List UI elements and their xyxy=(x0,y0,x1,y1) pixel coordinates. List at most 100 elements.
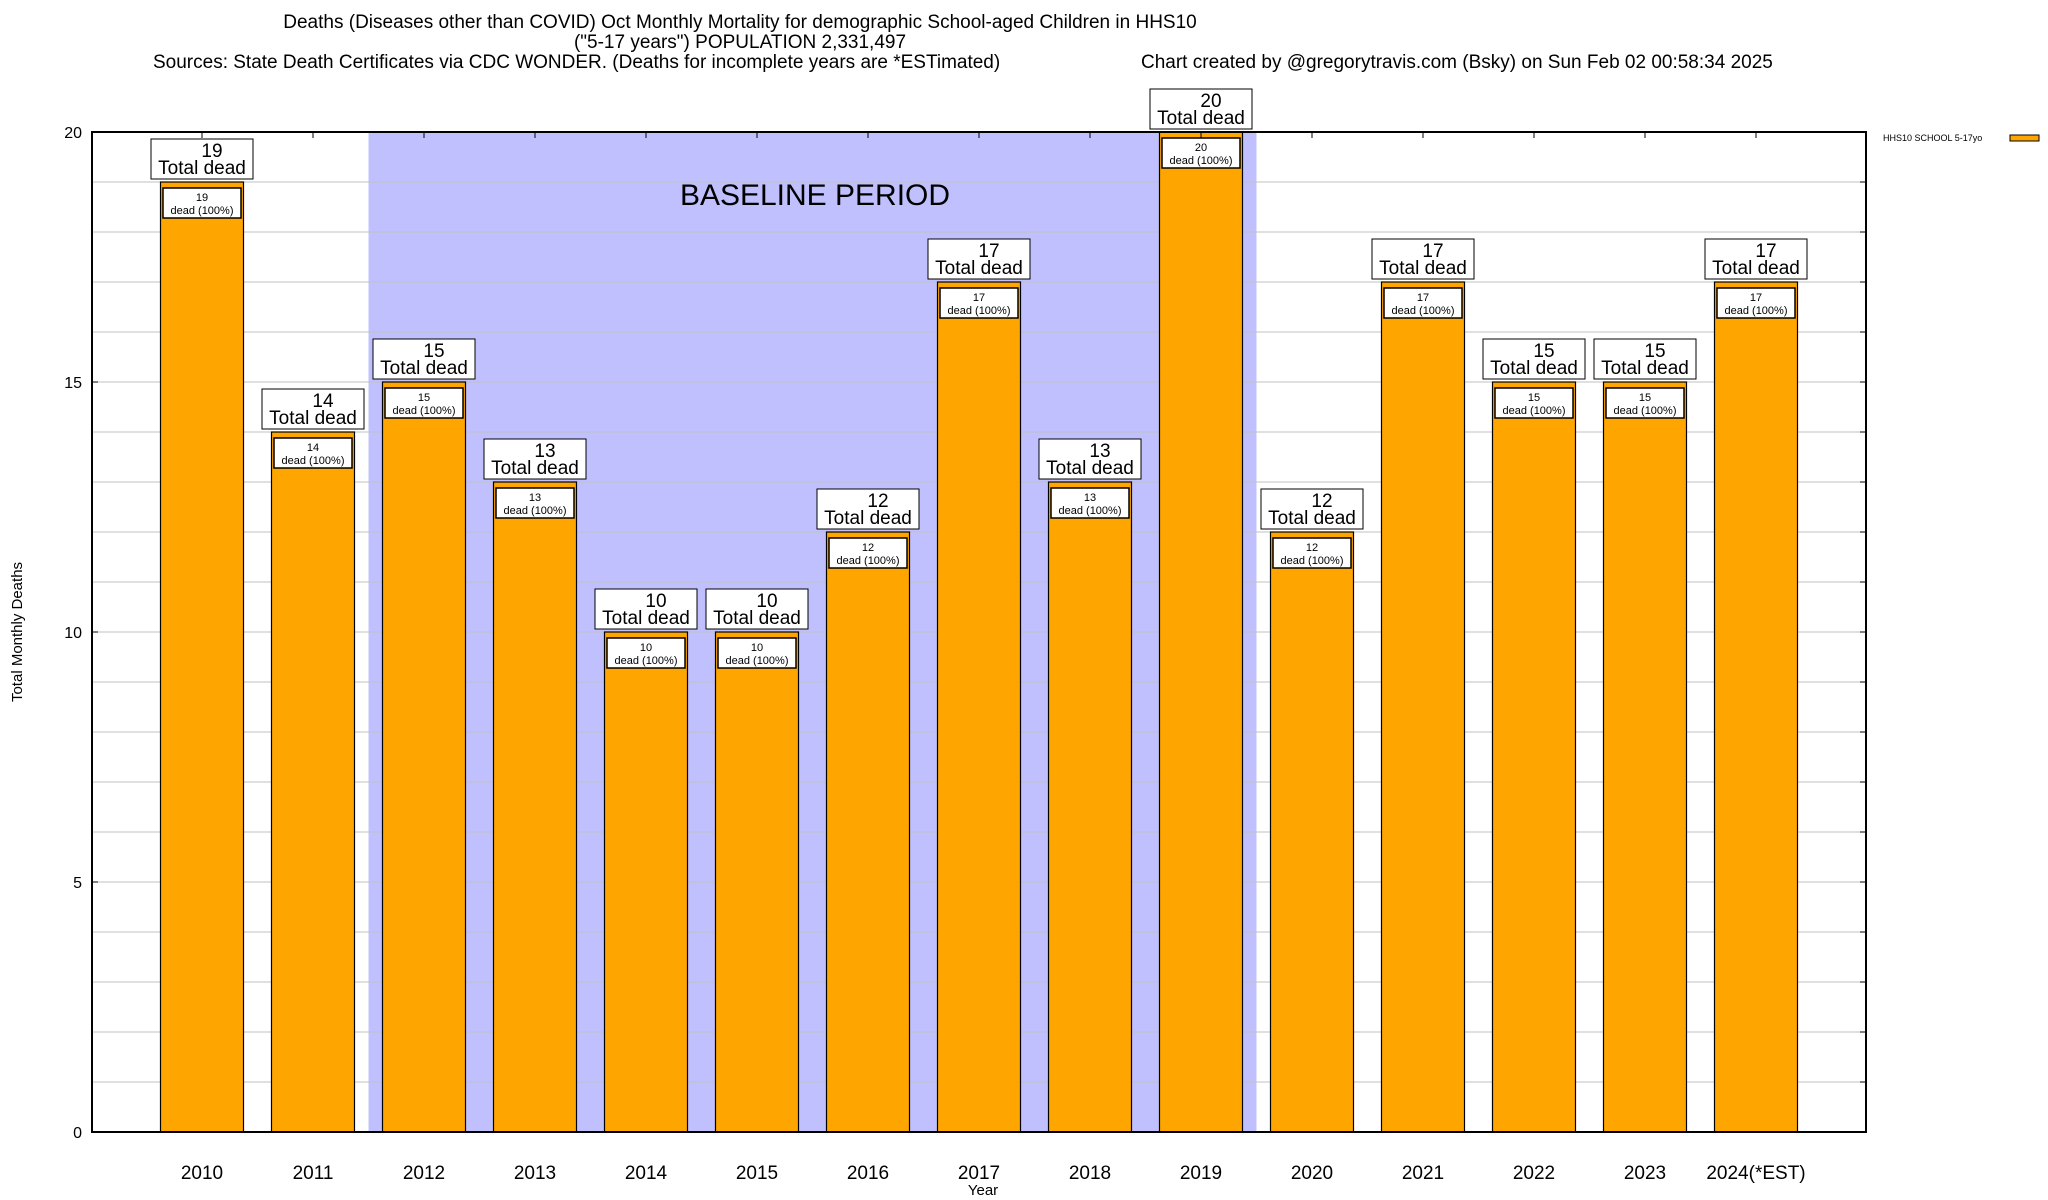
inner-label-value: 17 xyxy=(1750,292,1762,304)
inner-label-text: dead (100%) xyxy=(948,305,1011,317)
total-label-value: 15 xyxy=(1533,341,1554,362)
bar xyxy=(492,481,578,1133)
inner-label-text: dead (100%) xyxy=(726,655,789,667)
total-label-box xyxy=(594,588,698,630)
total-label-box xyxy=(1482,338,1586,380)
bar xyxy=(1047,481,1133,1133)
total-label-text: Total dead xyxy=(935,258,1023,279)
total-label-box xyxy=(1149,88,1253,130)
total-label-box xyxy=(1260,488,1364,530)
inner-label-value: 10 xyxy=(751,642,763,654)
total-label-box xyxy=(261,388,365,430)
total-label-box xyxy=(1038,438,1142,480)
total-label-text: Total dead xyxy=(1490,358,1578,379)
inner-label-text: dead (100%) xyxy=(393,405,456,417)
total-label-box xyxy=(1593,338,1697,380)
baseline-period-label: BASELINE PERIOD xyxy=(680,179,950,212)
inner-label-value: 13 xyxy=(1084,492,1096,504)
inner-label-text: dead (100%) xyxy=(171,205,234,217)
total-label-value: 14 xyxy=(312,391,334,412)
chart-subtitle: ("5-17 years") POPULATION 2,331,497 xyxy=(573,32,907,53)
inner-label-text: dead (100%) xyxy=(615,655,678,667)
inner-label-text: dead (100%) xyxy=(1170,155,1233,167)
total-label-value: 17 xyxy=(1422,241,1443,262)
bar xyxy=(936,281,1022,1133)
inner-label-box xyxy=(939,287,1019,319)
total-label-box xyxy=(1704,238,1808,280)
bar xyxy=(825,531,911,1133)
bar xyxy=(270,431,356,1133)
bar xyxy=(1602,381,1688,1133)
x-tick-label: 2017 xyxy=(958,1163,1000,1184)
legend: HHS10 SCHOOL 5-17yo xyxy=(1883,133,2040,143)
inner-label-box xyxy=(1605,387,1685,419)
total-label-value: 13 xyxy=(534,441,555,462)
bar xyxy=(1380,281,1466,1133)
total-label-box xyxy=(927,238,1031,280)
total-label-box xyxy=(372,338,476,380)
inner-label-box xyxy=(717,637,797,669)
inner-label-value: 14 xyxy=(307,442,319,454)
inner-label-text: dead (100%) xyxy=(504,505,567,517)
inner-label-box xyxy=(1716,287,1796,319)
total-label-box xyxy=(483,438,587,480)
total-label-value: 19 xyxy=(201,141,222,162)
chart-sources: Sources: State Death Certificates via CD… xyxy=(153,52,1001,73)
total-label-text: Total dead xyxy=(269,408,357,429)
inner-label-box xyxy=(495,487,575,519)
total-label-box xyxy=(816,488,920,530)
inner-label-text: dead (100%) xyxy=(1725,305,1788,317)
y-tick-label: 5 xyxy=(73,875,82,892)
inner-label-box xyxy=(162,187,242,219)
inner-label-box xyxy=(1161,137,1241,169)
x-tick-label: 2016 xyxy=(847,1163,889,1184)
inner-label-box xyxy=(1383,287,1463,319)
bar xyxy=(603,631,689,1133)
x-tick-label: 2021 xyxy=(1402,1163,1444,1184)
chart-title: Deaths (Diseases other than COVID) Oct M… xyxy=(283,12,1197,33)
x-tick-label: 2022 xyxy=(1513,1163,1555,1184)
bar xyxy=(1269,531,1355,1133)
total-label-text: Total dead xyxy=(1268,508,1356,529)
inner-label-text: dead (100%) xyxy=(837,555,900,567)
inner-label-value: 15 xyxy=(418,392,430,404)
total-label-value: 20 xyxy=(1200,91,1221,112)
total-label-value: 15 xyxy=(423,341,444,362)
inner-label-value: 19 xyxy=(196,192,208,204)
inner-label-box xyxy=(273,437,353,469)
legend-label: HHS10 SCHOOL 5-17yo xyxy=(1883,133,1982,143)
total-label-text: Total dead xyxy=(824,508,912,529)
bar xyxy=(159,181,245,1133)
total-label-text: Total dead xyxy=(380,358,468,379)
total-label-text: Total dead xyxy=(602,608,690,629)
inner-label-value: 15 xyxy=(1639,392,1651,404)
inner-label-value: 15 xyxy=(1528,392,1540,404)
bar xyxy=(381,381,467,1133)
inner-label-value: 17 xyxy=(973,292,985,304)
